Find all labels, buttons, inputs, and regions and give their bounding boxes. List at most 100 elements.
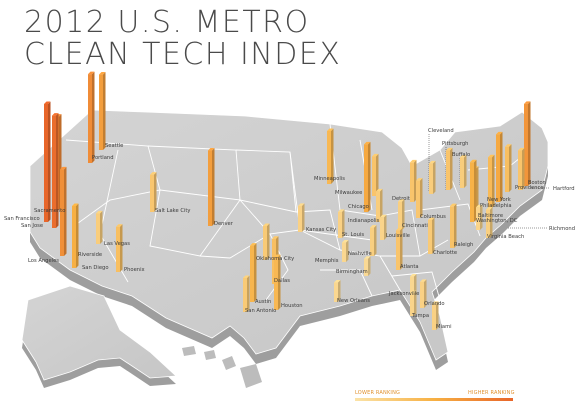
city-label-baltimore: Baltimore [478,213,503,219]
bar-cleveland [429,160,436,194]
bar-houston [274,254,281,310]
city-label-tampa: Tampa [411,313,429,319]
city-label-charlotte: Charlotte [433,250,457,256]
bar-los-angeles [60,166,67,256]
legend-low-label: LOWER RANKING [355,390,401,396]
bar-minneapolis [327,128,334,184]
city-label-washington-dc: Washington, DC [476,218,518,224]
city-label-seattle: Seattle [105,143,123,149]
hawaii [182,346,262,388]
city-label-san-antonio: San Antonio [245,308,276,314]
city-label-pittsburgh: Pittsburgh [442,141,468,147]
bar-raleigh [450,203,457,248]
city-label-nashville: Nashville [348,251,372,257]
bar-phoenix [116,224,123,272]
bar-austin [250,243,257,302]
city-label-sacramento: Sacramento [34,208,65,214]
city-label-oklahoma-city: Oklahoma City [256,256,294,262]
city-label-chicago: Chicago [348,204,369,210]
bar-tampa [410,290,417,316]
bar-washington-dc [470,159,477,222]
bar-pittsburgh [446,147,453,190]
city-label-austin: Austin [255,299,271,305]
city-label-riverside: Riverside [78,252,102,258]
bar-oklahoma-city [263,223,270,260]
city-label-indianapolis: Indianapolis [348,218,380,224]
city-label-memphis: Memphis [315,258,339,264]
city-label-st-louis: St. Louis [342,232,364,238]
city-label-milwaukee: Milwaukee [335,190,362,196]
city-label-denver: Denver [214,221,234,227]
legend-high-label: HIGHER RANKING [468,390,515,396]
state-borders [65,123,531,301]
bar-orlando [420,279,427,308]
city-label-philadelphia: Philadelphia [480,203,512,209]
bar-san-francisco [44,101,51,222]
bar-memphis [342,240,349,262]
bar-birmingham [364,256,371,276]
bar-philadelphia [488,154,495,208]
bar-milwaukee [372,153,379,196]
bar-cincinnati [398,199,405,230]
city-bars [44,71,531,330]
bar-charlotte [428,217,435,254]
city-label-hartford: Hartford [553,186,575,192]
city-label-miami: Miami [436,324,452,330]
city-label-san-diego: San Diego [82,265,109,271]
city-label-louisville: Louisville [386,233,410,239]
city-label-new-york: New York [487,197,511,203]
city-label-providence: Providence [515,185,544,191]
bar-new-orleans [334,280,341,302]
bar-chicago [364,141,371,212]
city-label-dallas: Dallas [274,278,290,284]
bar-denver [208,148,215,226]
title-line-1: 2012 U.S. METRO [24,5,310,40]
bar-kansas-city [298,203,305,232]
city-label-buffalo: Buffalo [452,152,470,158]
bar-buffalo [460,154,467,188]
bar-detroit [410,159,417,202]
city-label-san-francisco: San Francisco [4,216,40,222]
city-label-richmond: Richmond [549,226,575,232]
bar-louisville [380,214,387,240]
city-label-las-vegas: Las Vegas [104,241,130,247]
city-label-columbus: Columbus [420,214,446,220]
city-label-jacksonville: Jacksonville [388,291,419,297]
city-label-san-jose: San Jose [21,223,43,229]
city-label-phoenix: Phoenix [124,267,145,273]
city-label-new-orleans: New Orleans [337,298,370,304]
bar-nashville [370,225,377,256]
city-label-birmingham: Birmingham [336,269,368,275]
city-label-kansas-city: Kansas City [306,227,336,233]
bar-miami [432,301,439,330]
bar-portland [88,71,95,163]
city-label-raleigh: Raleigh [454,242,473,248]
bar-san-diego [72,203,79,268]
bar-seattle [99,72,106,150]
bar-columbus [416,178,423,218]
bar-atlanta [396,227,403,270]
bar-jacksonville [410,274,417,296]
city-label-houston: Houston [281,303,303,309]
bar-new-york [496,131,503,202]
bar-st-louis [338,209,345,238]
bar-boston [524,101,531,186]
city-label-orlando: Orlando [424,301,445,307]
alaska-top [21,285,177,381]
city-label-boston: Boston [528,180,546,186]
bar-indianapolis [376,188,383,222]
city-label-virginia-beach: Virginia Beach [487,234,524,240]
city-label-cleveland: Cleveland [428,128,454,134]
bar-virginia-beach [486,207,493,238]
title-line-2: CLEAN TECH INDEX [24,37,342,72]
bar-salt-lake-city [150,172,157,212]
city-label-portland: Portland [92,155,113,161]
legend-gradient-bar [355,398,513,401]
bar-richmond [476,204,483,230]
bar-san-jose [52,113,59,228]
city-label-salt-lake-city: Salt Lake City [155,208,191,214]
bar-las-vegas [96,210,103,244]
city-label-cincinnati: Cincinnati [402,223,428,229]
